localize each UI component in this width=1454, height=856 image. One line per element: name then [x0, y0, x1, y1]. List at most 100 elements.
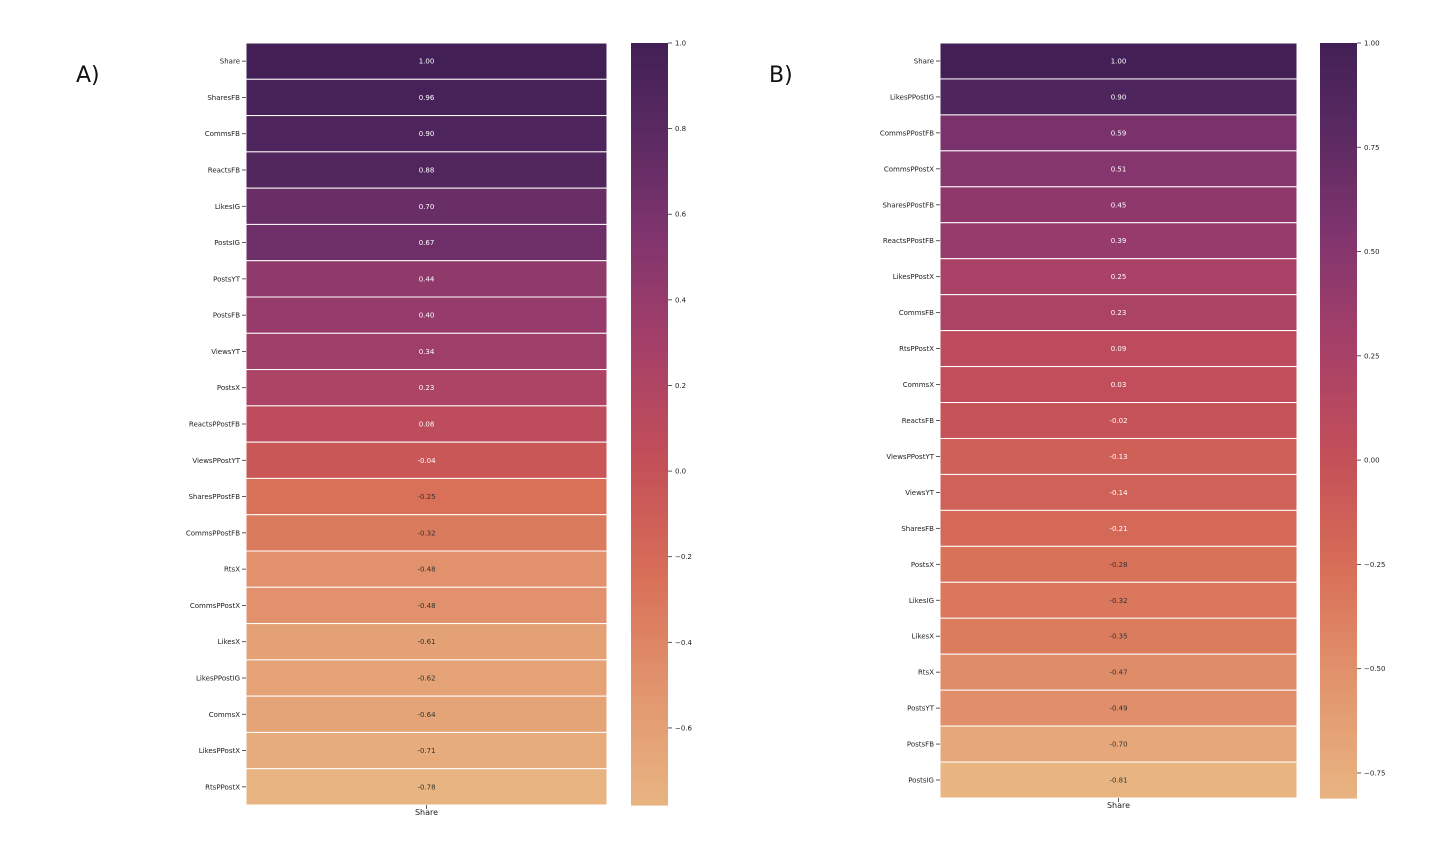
colorbar-segment: [1320, 311, 1357, 318]
row-label-reactsfb: ReactsFB: [902, 417, 934, 425]
colorbar-segment: [1320, 510, 1357, 516]
row-label-likesx: LikesX: [218, 638, 241, 646]
colorbar-segment: [1320, 175, 1357, 181]
colorbar-segment: [1320, 66, 1357, 72]
colorbar-segment: [631, 766, 668, 773]
colorbar-segment: [631, 128, 668, 135]
colorbar-segment: [631, 443, 668, 449]
colorbar-segment: [631, 609, 668, 616]
colorbar-segment: [631, 519, 668, 525]
colorbar-segment: [631, 285, 668, 292]
colorbar-segment: [1320, 212, 1357, 219]
x-category-label: Share: [415, 808, 438, 817]
colorbar-segment: [631, 147, 668, 154]
colorbar-segment: [631, 800, 668, 806]
colorbar-segment: [631, 543, 668, 549]
colorbar-segment: [631, 714, 668, 720]
colorbar-segment: [1320, 104, 1357, 110]
colorbar-segment: [1320, 453, 1357, 459]
cell-value-label: -0.25: [417, 493, 435, 501]
heatmap-cell-postsx: [245, 369, 608, 407]
cell-value-label: -0.21: [1109, 525, 1127, 533]
colorbar-segment: [631, 371, 668, 377]
colorbar-tick-label: 1.00: [1364, 40, 1380, 48]
colorbar-segment: [631, 719, 668, 725]
colorbar-segment: [1320, 90, 1357, 96]
colorbar-segment: [631, 162, 668, 168]
cell-value-label: -0.32: [417, 529, 435, 537]
heatmap-panel-2: B) 1.00 Share 0.90 LikesPPostIG 0.59 CommsPPos…: [769, 40, 1385, 811]
cell-value-label: 0.45: [1111, 201, 1127, 209]
heatmap-cell-postsx: [939, 545, 1298, 583]
colorbar-segment: [1320, 241, 1357, 247]
row-label-rtsx: RtsX: [224, 566, 240, 574]
colorbar-segment: [1320, 472, 1357, 478]
colorbar-segment: [1320, 57, 1357, 63]
colorbar-segment: [1320, 335, 1357, 341]
colorbar-segment: [1320, 43, 1357, 49]
colorbar-segment: [1320, 764, 1357, 771]
colorbar-segment: [1320, 547, 1357, 554]
heatmap-cell-postsig: [245, 223, 608, 262]
colorbar-segment: [1320, 321, 1357, 327]
colorbar-segment: [1320, 623, 1357, 629]
colorbar-segment: [1320, 396, 1357, 403]
colorbar-segment: [631, 43, 668, 49]
colorbar-segment: [631, 733, 668, 739]
colorbar-tick-label: −0.2: [675, 553, 692, 561]
colorbar-segment: [631, 214, 668, 220]
colorbar-segment: [631, 376, 668, 382]
colorbar-segment: [1320, 481, 1357, 488]
cell-value-label: -0.64: [417, 711, 436, 719]
colorbar-segment: [631, 338, 668, 344]
colorbar-segment: [1320, 76, 1357, 82]
row-label-likesig: LikesIG: [909, 597, 934, 605]
colorbar-segment: [631, 495, 668, 501]
colorbar-segment: [1320, 345, 1357, 351]
cell-value-label: -0.35: [1109, 633, 1127, 641]
colorbar-segment: [631, 81, 668, 87]
colorbar-segment: [1320, 373, 1357, 379]
colorbar-segment: [1320, 274, 1357, 280]
heatmap-cell-reactsppostfb: [245, 405, 608, 443]
panel-label: B): [769, 63, 793, 88]
colorbar-segment: [1320, 736, 1357, 742]
colorbar-segment: [631, 724, 668, 730]
colorbar-segment: [1320, 326, 1357, 332]
colorbar-segment: [1320, 288, 1357, 294]
cell-value-label: -0.14: [1109, 489, 1128, 497]
colorbar-segment: [631, 424, 668, 430]
colorbar-tick-label: 0.50: [1364, 248, 1380, 256]
colorbar-segment: [1320, 406, 1357, 412]
colorbar-segment: [1320, 661, 1357, 667]
colorbar-segment: [1320, 316, 1357, 323]
row-label-postsig: PostsIG: [908, 777, 934, 785]
row-label-sharesfb: SharesFB: [207, 94, 240, 102]
row-label-likesig: LikesIG: [215, 203, 240, 211]
colorbar-segment: [631, 414, 668, 420]
colorbar-segment: [631, 100, 668, 106]
colorbar-segment: [631, 566, 668, 573]
colorbar-tick-label: 0.6: [675, 211, 687, 219]
colorbar-segment: [1320, 505, 1357, 511]
row-label-sharesfb: SharesFB: [901, 525, 934, 533]
colorbar-segment: [631, 595, 668, 601]
colorbar-segment: [631, 619, 668, 625]
cell-value-label: -0.04: [417, 457, 436, 465]
colorbar-segment: [631, 295, 668, 301]
colorbar-segment: [1320, 491, 1357, 497]
colorbar-segment: [1320, 340, 1357, 346]
colorbar-segment: [1320, 613, 1357, 620]
heatmap-cell-postsyt: [245, 260, 608, 298]
row-label-commsppostfb: CommsPPostFB: [186, 529, 240, 537]
cell-value-label: 0.03: [1111, 381, 1127, 389]
cell-value-label: -0.48: [417, 602, 435, 610]
colorbar-segment: [1320, 727, 1357, 733]
colorbar-segment: [631, 257, 668, 263]
colorbar-segment: [631, 662, 668, 668]
cell-value-label: 0.59: [1111, 129, 1127, 137]
row-label-reactsppostfb: ReactsPPostFB: [189, 421, 240, 429]
cell-value-label: -0.70: [1109, 741, 1127, 749]
colorbar-segment: [631, 133, 668, 139]
colorbar-segment: [631, 490, 668, 497]
